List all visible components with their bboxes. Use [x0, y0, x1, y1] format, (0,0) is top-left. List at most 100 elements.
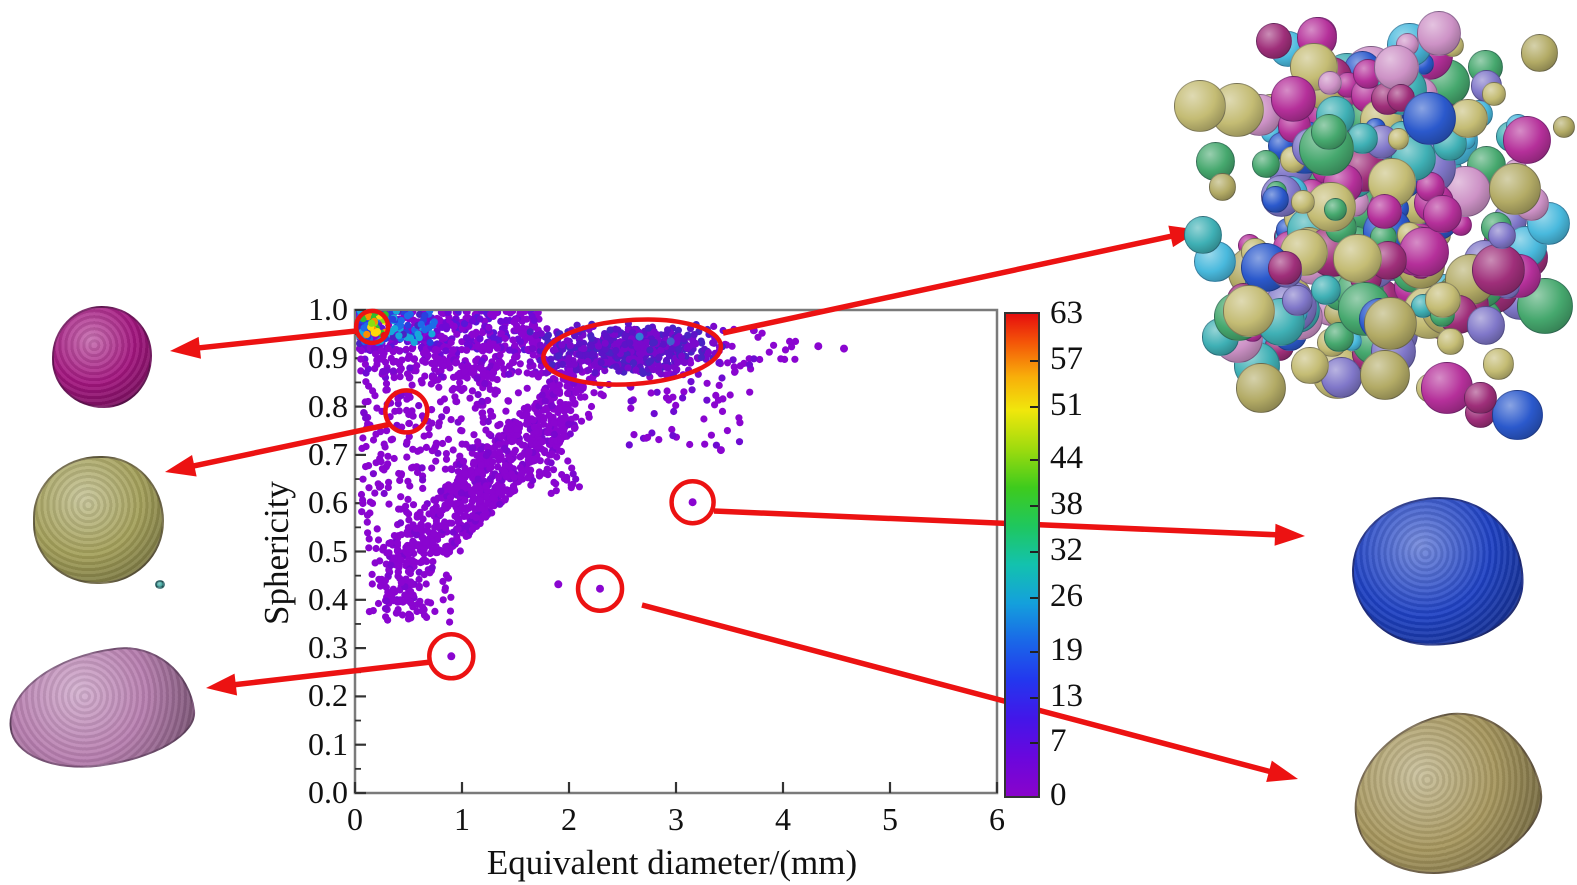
scatter-point — [386, 539, 394, 547]
assembly-sphere — [1464, 381, 1497, 415]
scatter-point — [549, 466, 558, 474]
scatter-point — [457, 489, 465, 497]
scatter-point — [422, 443, 430, 451]
scatter-point — [442, 524, 450, 532]
scatter-point — [501, 334, 509, 343]
scatter-point — [381, 577, 389, 585]
annotation-arrowhead — [165, 455, 197, 477]
scatter-point — [745, 361, 754, 369]
scatter-point — [472, 357, 480, 365]
colorbar-tick-label: 32 — [1050, 532, 1083, 569]
scatter-point — [687, 359, 695, 367]
scatter-point — [364, 420, 372, 428]
scatter-point — [649, 339, 657, 347]
scatter-point — [457, 415, 465, 423]
scatter-point — [405, 374, 413, 382]
scatter-point — [581, 393, 589, 401]
scatter-point — [532, 427, 540, 436]
highlight-circle — [669, 478, 716, 526]
scatter-point — [369, 387, 377, 395]
scatter-points-layer — [356, 311, 848, 661]
scatter-point — [703, 396, 711, 404]
scatter-point — [496, 335, 504, 343]
scatter-point — [470, 431, 478, 439]
scatter-point — [449, 346, 457, 354]
scatter-point — [442, 407, 450, 415]
scatter-point — [370, 329, 378, 337]
scatter-point — [489, 494, 497, 502]
scatter-point — [523, 384, 531, 392]
scatter-point — [456, 378, 464, 387]
assembly-sphere — [1552, 115, 1575, 138]
scatter-point — [382, 597, 390, 605]
scatter-point — [469, 317, 477, 325]
scatter-point — [655, 353, 663, 362]
scatter-point — [510, 354, 519, 362]
scatter-point — [432, 439, 440, 447]
y-tick-label: 0.8 — [308, 387, 348, 424]
scatter-point — [669, 393, 677, 401]
scatter-point — [688, 386, 696, 394]
colorbar-tick — [1030, 597, 1038, 600]
scatter-point — [432, 517, 440, 525]
scatter-point — [536, 439, 544, 447]
scatter-point — [650, 410, 658, 418]
scatter-point — [730, 363, 738, 371]
assembly-sphere — [1421, 362, 1473, 414]
magenta-sphere — [52, 306, 152, 408]
annotation-arrowhead — [206, 673, 238, 696]
scatter-point — [459, 457, 468, 465]
scatter-point — [371, 489, 379, 497]
scatter-point — [432, 457, 440, 465]
scatter-point — [389, 315, 397, 323]
scatter-point — [517, 452, 526, 460]
scatter-point — [697, 353, 706, 361]
y-tick-label: 0.7 — [308, 435, 348, 472]
scatter-point — [398, 611, 407, 619]
y-tick-label: 0.3 — [308, 629, 348, 666]
scatter-point — [511, 446, 519, 454]
scatter-point — [552, 487, 560, 495]
scatter-point — [406, 598, 415, 606]
scatter-point — [479, 329, 487, 337]
scatter-point — [552, 387, 560, 395]
scatter-point — [546, 413, 554, 421]
scatter-point — [493, 363, 501, 371]
scatter-point — [536, 457, 544, 465]
scatter-point — [588, 350, 596, 358]
scatter-point — [368, 580, 376, 588]
scatter-point — [362, 414, 370, 422]
scatter-point — [548, 361, 556, 369]
scatter-point — [417, 320, 425, 328]
scatter-point — [463, 523, 471, 531]
scatter-point — [365, 535, 373, 543]
scatter-point-highlight — [635, 332, 644, 341]
scatter-point — [415, 584, 423, 592]
scatter-point — [363, 518, 371, 526]
scatter-point — [463, 346, 471, 354]
scatter-point — [548, 402, 556, 410]
x-tick-label: 4 — [775, 801, 791, 837]
scatter-point — [668, 425, 676, 434]
scatter-point — [409, 412, 417, 420]
scatter-point — [500, 365, 508, 373]
scatter-point — [644, 433, 652, 441]
scatter-point — [736, 362, 744, 370]
scatter-point — [447, 338, 455, 347]
scatter-point — [497, 330, 505, 338]
scatter-point — [409, 501, 418, 509]
scatter-point — [404, 321, 412, 329]
annotation-arrowhead — [1266, 760, 1298, 782]
scatter-point — [371, 559, 379, 567]
assembly-sphere — [1332, 233, 1383, 284]
colorbar-tick — [1030, 551, 1038, 554]
scatter-point — [523, 410, 531, 418]
scatter-point — [718, 407, 727, 415]
scatter-point — [698, 339, 706, 347]
scatter-point — [679, 394, 687, 402]
scatter-point — [432, 345, 440, 354]
scatter-point — [438, 439, 447, 448]
annotation-arrow-line — [187, 421, 392, 470]
scatter-point — [536, 341, 545, 349]
